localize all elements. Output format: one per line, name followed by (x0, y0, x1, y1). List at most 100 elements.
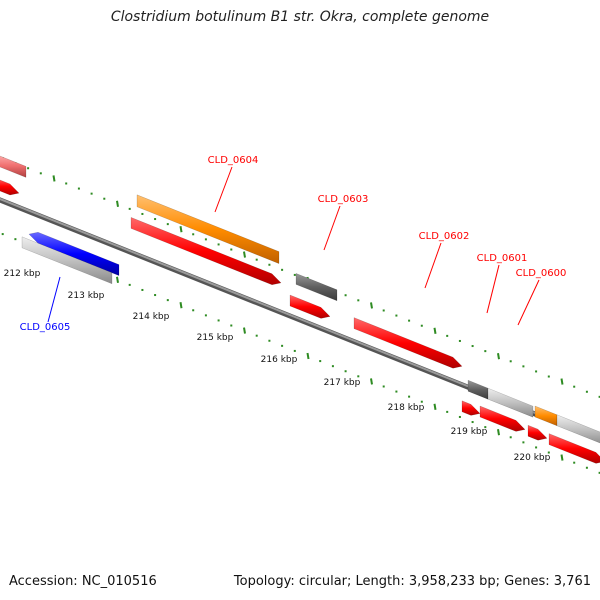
minor-tick (458, 339, 461, 342)
minor-tick (408, 319, 411, 322)
minor-tick (547, 375, 550, 378)
gene-features (0, 155, 600, 464)
minor-tick (192, 309, 195, 312)
tick-label: 215 kbp (197, 333, 234, 343)
minor-tick (128, 283, 131, 286)
major-tick (433, 327, 437, 334)
gene-label: CLD_0603 (318, 194, 369, 205)
minor-tick (509, 360, 512, 363)
minor-tick (141, 212, 144, 215)
minor-tick (65, 182, 68, 185)
leader-line (424, 242, 442, 289)
minor-tick (382, 309, 385, 312)
major-tick (179, 226, 183, 233)
major-tick (179, 302, 183, 309)
major-tick (116, 276, 119, 283)
minor-tick (585, 390, 588, 393)
minor-tick (255, 334, 258, 337)
minor-tick (27, 167, 30, 170)
minor-tick (192, 233, 195, 236)
minor-tick (281, 344, 284, 347)
minor-tick (598, 471, 600, 474)
tick-label: 218 kbp (388, 403, 425, 413)
major-tick (560, 378, 564, 385)
gene-label: CLD_0605 (20, 322, 71, 333)
minor-tick (344, 370, 347, 373)
minor-tick (382, 385, 385, 388)
minor-tick (230, 248, 233, 251)
minor-tick (357, 375, 360, 378)
minor-tick (154, 218, 157, 221)
minor-tick (344, 294, 347, 297)
minor-tick (509, 436, 512, 439)
leader-line (486, 264, 500, 314)
minor-tick (535, 370, 538, 373)
lightgray-feature-inner (21, 236, 113, 285)
minor-tick (535, 446, 538, 449)
minor-tick (39, 172, 42, 175)
minor-tick (446, 334, 449, 337)
minor-tick (217, 243, 220, 246)
minor-tick (255, 258, 258, 261)
cds-forward-right (548, 433, 600, 464)
minor-tick (585, 466, 588, 469)
cds-reverse-cld-0605 (28, 231, 120, 276)
minor-tick (204, 314, 207, 317)
major-tick (497, 353, 500, 360)
minor-tick (217, 319, 220, 322)
tick-label: 220 kbp (514, 453, 551, 463)
major-tick (52, 175, 56, 182)
minor-tick (293, 273, 296, 276)
lightgray-feature (487, 387, 534, 418)
tick-label: 214 kbp (133, 312, 170, 322)
minor-tick (458, 415, 461, 418)
cds-forward-small (461, 400, 481, 416)
minor-tick (154, 294, 157, 297)
minor-tick (395, 314, 398, 317)
minor-tick (14, 238, 17, 241)
minor-tick (395, 390, 398, 393)
lightgray-feature-right (556, 414, 600, 444)
cds-forward-cld-0600 (527, 424, 548, 441)
gene-label: CLD_0601 (477, 253, 528, 264)
genome-stats: Topology: circular; Length: 3,958,233 bp… (233, 574, 591, 589)
major-tick (116, 200, 119, 207)
major-tick (497, 429, 500, 436)
tick-labels: 212 kbp 213 kbp 214 kbp 215 kbp 216 kbp 217 k… (4, 269, 551, 463)
minor-tick (408, 395, 411, 398)
orange-feature-cld-0604 (136, 194, 280, 264)
accession-label: Accession: NC_010516 (9, 574, 157, 589)
label-leaders (47, 166, 540, 326)
minor-tick (141, 288, 144, 291)
minor-tick (573, 385, 576, 388)
leader-line (214, 166, 233, 213)
minor-tick (522, 365, 525, 368)
minor-tick (293, 349, 296, 352)
minor-tick (446, 410, 449, 413)
minor-tick (471, 421, 474, 424)
major-tick (433, 403, 437, 410)
minor-tick (77, 187, 80, 190)
minor-tick (319, 360, 322, 363)
major-tick (243, 327, 246, 334)
minor-tick (420, 400, 423, 403)
minor-tick (230, 324, 233, 327)
tick-label: 217 kbp (324, 378, 361, 388)
gene-labels: CLD_0604 CLD_0603 CLD_0602 CLD_0601 CLD_0600… (20, 155, 567, 333)
cds-forward-cld-0603 (289, 294, 331, 319)
minor-tick (268, 339, 271, 342)
major-tick (243, 251, 246, 258)
minor-tick (281, 268, 284, 271)
minor-tick (103, 197, 106, 200)
minor-tick (484, 350, 487, 353)
gene-label: CLD_0602 (419, 231, 470, 242)
minor-tick (471, 345, 474, 348)
cds-forward-cld-0601 (479, 405, 526, 432)
orange-feature-cld-0600 (534, 405, 558, 427)
minor-tick (357, 299, 360, 302)
minor-tick (547, 451, 550, 454)
gene-label: CLD_0600 (516, 268, 567, 279)
darkgray-feature-cld-0603 (295, 273, 338, 302)
darkgray-feature-cld-0601 (467, 379, 489, 400)
